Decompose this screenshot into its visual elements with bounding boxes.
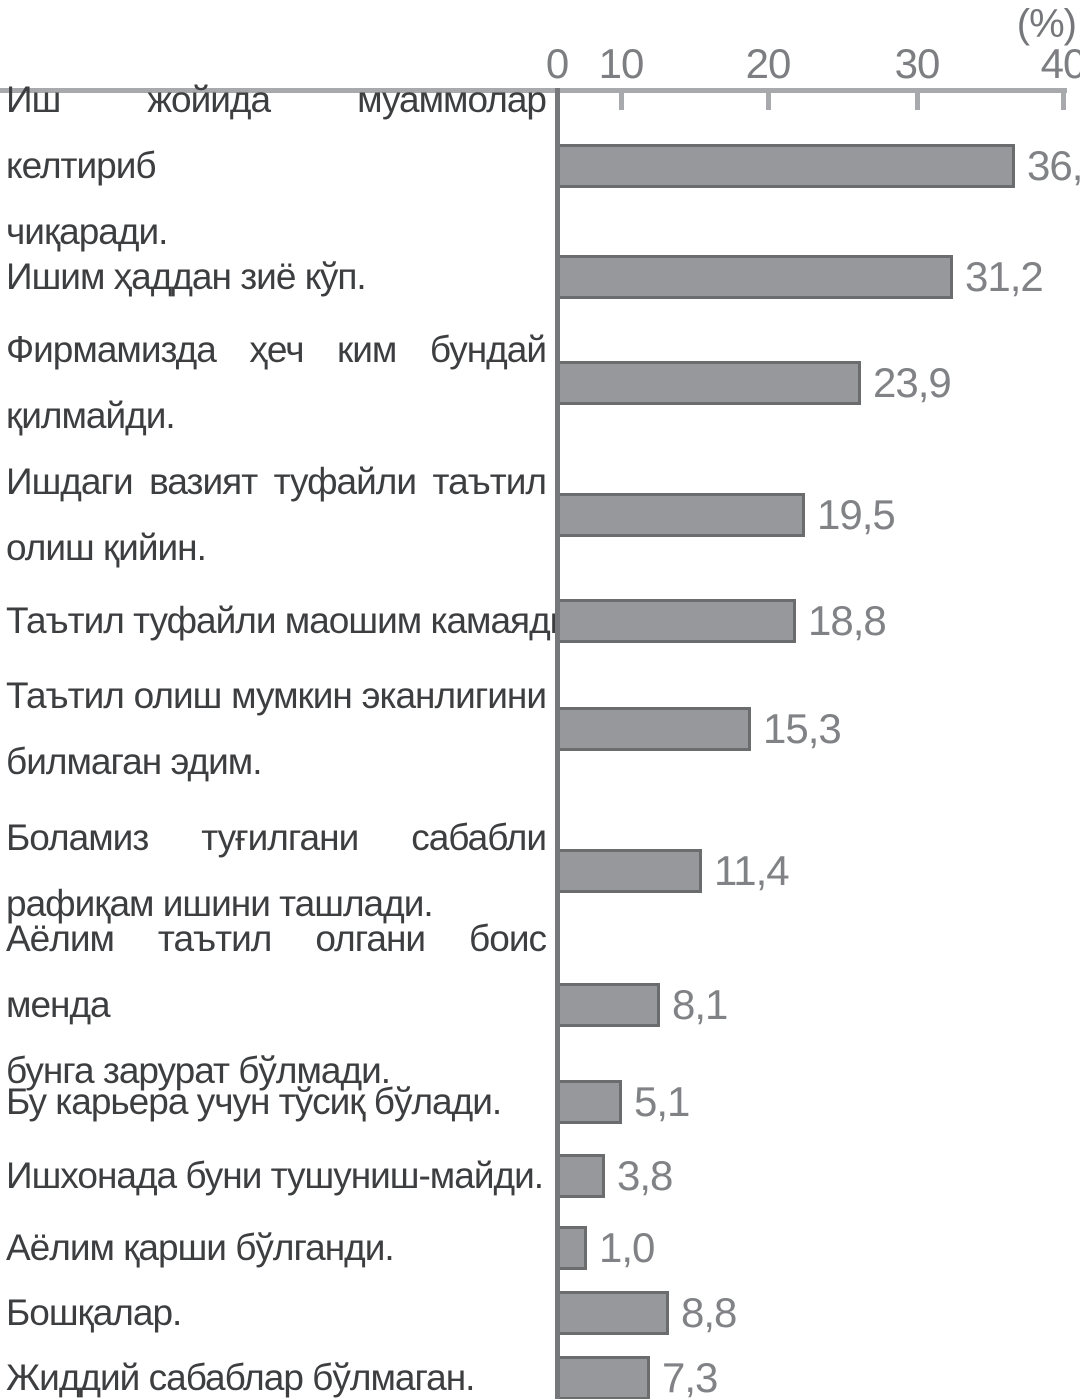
category-label: Фирмамизда ҳеч ким бундай қилмайди. xyxy=(6,317,547,449)
bar-area: 7,3 xyxy=(557,1354,718,1399)
category-label: Аёлим таътил олгани боис менда бунга зару… xyxy=(6,906,547,1104)
value-label: 3,8 xyxy=(617,1152,673,1199)
category-label: Бу карьера учун тўсиқ бўлади. xyxy=(6,1069,546,1135)
chart-row: Бу карьера учун тўсиқ бўлади. 5,1 xyxy=(0,1065,1080,1139)
category-line: Таътил олиш мумкин эканлигини xyxy=(6,675,547,716)
chart-row: Таътил туфайли маошим камаяди. 18,8 xyxy=(0,581,1080,661)
category-line: Ишим ҳаддан зиё кўп. xyxy=(6,256,367,297)
bar xyxy=(557,1226,587,1270)
x-tick-label: 0 xyxy=(545,40,569,87)
x-tick-label: 20 xyxy=(745,40,792,87)
bar xyxy=(557,493,805,537)
bar xyxy=(557,1080,622,1124)
x-tick-label: 40 xyxy=(1040,40,1080,87)
value-label: 7,3 xyxy=(662,1354,718,1399)
category-line: билмаган эдим. xyxy=(6,741,262,782)
x-tick-mark xyxy=(915,88,920,110)
chart-row: Жиддий сабаблар бўлмаган. 7,3 xyxy=(0,1343,1080,1399)
value-label: 18,8 xyxy=(808,597,887,644)
category-line: олиш қийин. xyxy=(6,527,207,568)
chart-row: Бошқалар. 8,8 xyxy=(0,1283,1080,1343)
bar xyxy=(557,599,796,643)
bar xyxy=(557,144,1015,188)
category-label: Ишхонада буни тушуниш-майди. xyxy=(6,1143,546,1209)
category-line: чиқаради. xyxy=(6,211,168,252)
bar-area: 1,0 xyxy=(557,1224,655,1271)
chart-row: Иш жойида муаммолар келтириб чиқаради. 36… xyxy=(0,79,1080,252)
category-label: Аёлим қарши бўлганди. xyxy=(6,1215,546,1281)
category-label: Бошқалар. xyxy=(6,1280,546,1346)
value-label: 15,3 xyxy=(763,705,842,752)
category-line: Бу карьера учун тўсиқ бўлади. xyxy=(6,1081,502,1122)
chart-row: Аёлим таътил олгани боис менда бунга зару… xyxy=(0,918,1080,1091)
category-line: Бошқалар. xyxy=(6,1292,182,1333)
value-label: 8,8 xyxy=(681,1289,737,1336)
value-label: 8,1 xyxy=(672,981,728,1028)
category-label: Жиддий сабаблар бўлмаган. xyxy=(6,1345,546,1399)
bar-rows: Иш жойида муаммолар келтириб чиқаради. 36… xyxy=(0,79,1080,1399)
bar xyxy=(557,983,660,1027)
bar xyxy=(557,255,953,299)
bar xyxy=(557,849,702,893)
value-label: 36,1 xyxy=(1027,142,1080,189)
chart-row: Фирмамизда ҳеч ким бундай қилмайди. 23,9 xyxy=(0,317,1080,449)
bar-area: 5,1 xyxy=(557,1078,690,1125)
chart-row: Боламиз туғилгани сабабли рафиқам ишини т… xyxy=(0,797,1080,945)
bar-area: 19,5 xyxy=(557,491,896,538)
x-axis-line xyxy=(0,88,1067,93)
x-tick-mark xyxy=(766,88,771,110)
category-label: Ишим ҳаддан зиё кўп. xyxy=(6,244,546,310)
category-line: Аёлим таътил олгани боис менда xyxy=(6,918,547,1025)
category-line: Иш жойида муаммолар келтириб xyxy=(6,79,547,186)
category-label: Таътил туфайли маошим камаяди. xyxy=(6,588,580,654)
category-line: қилмайди. xyxy=(6,395,176,436)
bar-area: 11,4 xyxy=(557,847,790,894)
axis-unit-label: (%) xyxy=(1016,2,1077,46)
bar xyxy=(557,707,751,751)
bar-area: 36,1 xyxy=(557,142,1080,189)
category-label: Иш жойида муаммолар келтириб чиқаради. xyxy=(6,67,547,265)
value-label: 31,2 xyxy=(965,253,1044,300)
category-line: бунга зарурат бўлмади. xyxy=(6,1050,391,1091)
x-tick-label: 30 xyxy=(894,40,941,87)
value-label: 1,0 xyxy=(599,1224,655,1271)
x-tick-mark xyxy=(1061,88,1066,110)
chart-row: Таътил олиш мумкин эканлигини билмаган эд… xyxy=(0,661,1080,797)
category-line: Фирмамизда ҳеч ким бундай xyxy=(6,329,547,370)
bar-area: 8,8 xyxy=(557,1289,737,1336)
category-line: Аёлим қарши бўлганди. xyxy=(6,1227,395,1268)
bar-area: 18,8 xyxy=(557,597,887,644)
category-line: рафиқам ишини ташлади. xyxy=(6,883,434,924)
chart-row: Ишхонада буни тушуниш-майди. 3,8 xyxy=(0,1139,1080,1213)
value-label: 19,5 xyxy=(817,491,896,538)
category-label: Ишдаги вазият туфайли таътил олиш қийин. xyxy=(6,449,547,581)
value-label: 23,9 xyxy=(873,359,952,406)
x-tick-label: 10 xyxy=(598,40,645,87)
category-line: Боламиз туғилгани сабабли xyxy=(6,817,547,858)
value-label: 11,4 xyxy=(714,847,790,894)
x-tick-mark xyxy=(619,88,624,110)
category-line: Жиддий сабаблар бўлмаган. xyxy=(6,1357,475,1398)
category-label: Таътил олиш мумкин эканлигини билмаган эд… xyxy=(6,663,547,795)
bar xyxy=(557,1291,669,1335)
bar xyxy=(557,1356,650,1399)
bar-area: 8,1 xyxy=(557,981,728,1028)
chart-row: Аёлим қарши бўлганди. 1,0 xyxy=(0,1213,1080,1283)
category-line: Таътил туфайли маошим камаяди. xyxy=(6,600,580,641)
value-label: 5,1 xyxy=(634,1078,690,1125)
bar xyxy=(557,1154,605,1198)
bar xyxy=(557,361,861,405)
category-label: Боламиз туғилгани сабабли рафиқам ишини т… xyxy=(6,805,547,937)
category-line: Ишхонада буни тушуниш-майди. xyxy=(6,1155,544,1196)
bar-area: 31,2 xyxy=(557,253,1044,300)
chart-row: Ишим ҳаддан зиё кўп. 31,2 xyxy=(0,237,1080,317)
bar-area: 15,3 xyxy=(557,705,842,752)
category-line: Ишдаги вазият туфайли таътил xyxy=(6,461,547,502)
chart-row: Ишдаги вазият туфайли таътил олиш қийин. … xyxy=(0,449,1080,581)
bar-area: 23,9 xyxy=(557,359,952,406)
bar-area: 3,8 xyxy=(557,1152,673,1199)
y-axis-line xyxy=(555,88,560,1399)
